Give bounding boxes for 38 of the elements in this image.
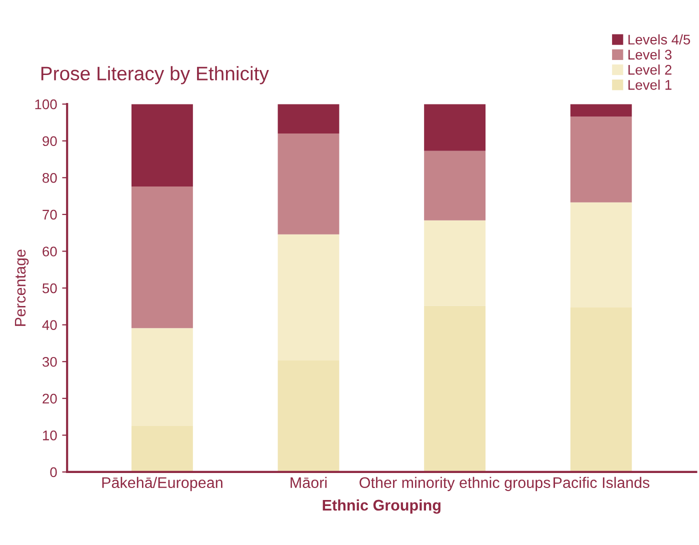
- bar: [131, 426, 193, 472]
- bar: [424, 150, 486, 220]
- x-tick-label: Māori: [290, 476, 327, 488]
- y-tick-label: 40: [42, 320, 57, 330]
- bar: [278, 134, 340, 234]
- bar: [131, 104, 193, 186]
- y-tick-label: 30: [42, 356, 57, 367]
- y-tick-label: 70: [42, 210, 57, 220]
- y-axis-title: Percentage: [14, 250, 29, 326]
- bar: [570, 104, 632, 117]
- y-tick-label: 20: [42, 394, 57, 404]
- y-tick-label: 0: [50, 467, 57, 478]
- bar: [131, 186, 193, 328]
- bar: [424, 104, 486, 151]
- x-axis-title: Ethnic Grouping: [322, 499, 440, 514]
- y-tick-label: 50: [42, 283, 57, 294]
- legend-label: Level 1: [628, 80, 672, 90]
- y-tick-label: 60: [42, 246, 57, 256]
- y-tick-label: 100: [35, 99, 57, 110]
- bar: [424, 220, 486, 306]
- bar: [570, 202, 632, 308]
- bar: [424, 306, 486, 472]
- x-tick-label: Pākehā/European: [102, 476, 222, 492]
- bar: [570, 308, 632, 472]
- bar: [278, 360, 340, 472]
- x-tick-label: Pacific Islands: [554, 476, 650, 488]
- bar: [278, 234, 340, 360]
- legend-label: Level 2: [628, 64, 672, 75]
- bar: [570, 116, 632, 202]
- bar: [278, 104, 340, 134]
- chart-title: Prose Literacy by Ethnicity: [41, 66, 269, 84]
- y-tick-label: 90: [42, 136, 57, 146]
- x-tick-label: Other minority ethnic groups: [360, 476, 550, 492]
- legend-label: Levels 4/5: [628, 34, 690, 45]
- legend-label: Level 3: [628, 49, 672, 60]
- y-tick-label: 80: [42, 173, 57, 183]
- y-tick-label: 10: [42, 430, 57, 440]
- bar: [131, 328, 193, 426]
